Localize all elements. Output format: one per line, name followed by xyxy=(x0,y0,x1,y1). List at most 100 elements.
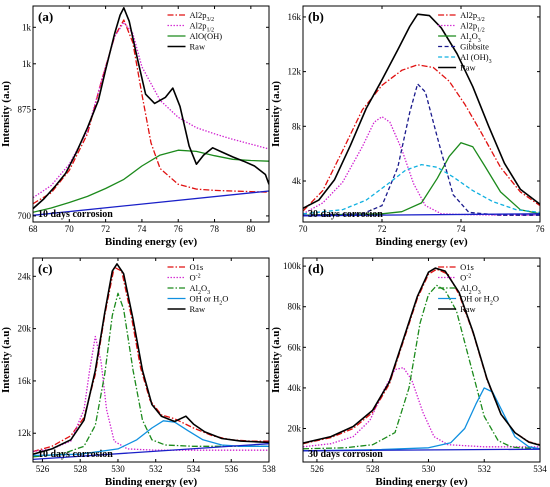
plot-frame xyxy=(302,5,541,223)
series-o-2-line xyxy=(303,366,540,448)
legend-entry: Al2O3 xyxy=(460,31,481,44)
y-axis-label: Intensity (a.u) xyxy=(0,327,12,393)
legend-entry: AlO(OH) xyxy=(190,31,223,41)
x-axis-label: Binding energy (ev) xyxy=(105,476,198,487)
series-oh-or-h2o-line xyxy=(33,420,269,457)
y-tick-label: 700 xyxy=(18,211,32,221)
x-tick-label: 526 xyxy=(310,464,324,474)
series-gibbsite-line xyxy=(303,83,540,216)
x-tick-label: 526 xyxy=(36,464,50,474)
series-group xyxy=(33,7,269,216)
series-al2p3-2-line xyxy=(303,64,540,212)
legend-entry: Al2O3 xyxy=(190,283,211,296)
x-tick-label: 78 xyxy=(210,224,220,234)
y-axis-label: Intensity (a.u) xyxy=(0,81,12,147)
panel-label: (a) xyxy=(38,9,53,24)
series-raw-line xyxy=(33,7,269,210)
y-tick-label: 40k xyxy=(288,383,302,393)
legend-entry: O1s xyxy=(460,262,474,272)
x-tick-label: 72 xyxy=(101,224,110,234)
panel-b: 70 72 74 76 4k 8k 12k 16k Binding energy (ev) Int… xyxy=(270,5,546,248)
legend-entry: OH or H2O xyxy=(190,294,229,307)
x-tick-label: 536 xyxy=(224,464,238,474)
legend-entry: OH or H2O xyxy=(460,294,499,307)
x-axis-label: Binding energy (ev) xyxy=(105,236,198,248)
panel-label: (b) xyxy=(308,9,324,24)
y-tick-label: 24k xyxy=(18,271,32,281)
legend-entry: O-2 xyxy=(190,273,201,283)
y-tick-label: 4k xyxy=(292,176,302,186)
x-tick-label: 76 xyxy=(536,224,546,234)
series-o-2-line xyxy=(33,335,269,453)
y-tick-label: 16k xyxy=(288,12,302,22)
series-group xyxy=(303,267,540,452)
legend-entry: Al2p3/2 xyxy=(190,10,215,23)
y-tick-label: 8k xyxy=(292,121,302,131)
panel-label: (c) xyxy=(38,261,52,276)
y-tick-label: 1k xyxy=(22,22,32,32)
legend-entry: O1s xyxy=(190,262,204,272)
x-tick-label: 68 xyxy=(29,224,39,234)
series-al2o3-line xyxy=(33,292,269,458)
legend-entry: Al2O3 xyxy=(460,283,481,296)
panel-label: (d) xyxy=(308,261,324,276)
legend-entry: Al (OH)3 xyxy=(460,52,492,65)
legend-entry: Raw xyxy=(460,63,476,73)
series-raw-line xyxy=(303,13,540,210)
series-al-oh-3-line xyxy=(303,163,540,215)
legend-entry: Raw xyxy=(190,42,206,52)
x-tick-label: 530 xyxy=(111,464,125,474)
plot-frame xyxy=(32,5,270,223)
legend-entry: O-2 xyxy=(460,273,471,283)
x-tick-label: 74 xyxy=(457,224,467,234)
series-oh-or-h2o-line xyxy=(303,387,540,452)
series-al2p1-2-line xyxy=(33,21,269,199)
series-al2p1-2-line xyxy=(303,116,540,216)
series-baseline-line xyxy=(33,443,269,461)
series-baseline-line xyxy=(303,213,540,217)
series-group xyxy=(303,13,540,217)
series-alo-oh--line xyxy=(33,149,269,213)
corrosion-annotation: 30 days corrosion xyxy=(308,449,383,460)
x-tick-label: 70 xyxy=(65,224,75,234)
x-tick-label: 70 xyxy=(299,224,309,234)
y-tick-label: 12k xyxy=(18,428,32,438)
corrosion-annotation: 30 days corrosion xyxy=(308,209,383,220)
plot-frame xyxy=(302,257,541,463)
legend-entry: Al2p1/2 xyxy=(460,21,485,34)
x-tick-label: 76 xyxy=(174,224,184,234)
series-raw-line xyxy=(33,263,269,455)
x-tick-label: 538 xyxy=(262,464,276,474)
legend-entry: Al2p1/2 xyxy=(190,21,215,34)
x-tick-label: 528 xyxy=(366,464,380,474)
series-o1s-line xyxy=(33,266,269,453)
x-tick-label: 72 xyxy=(378,224,387,234)
legend-entry: Al2p3/2 xyxy=(460,10,485,23)
series-group xyxy=(33,263,269,461)
corrosion-annotation: 10 days corrosion xyxy=(38,449,113,460)
x-tick-label: 74 xyxy=(137,224,147,234)
x-tick-label: 532 xyxy=(477,464,491,474)
y-tick-label: 875 xyxy=(18,104,32,114)
y-tick-label: 20k xyxy=(18,324,32,334)
y-tick-label: 100k xyxy=(283,261,302,271)
panel-a: 68 70 72 74 76 78 80 700 875 1k 1k Binding energy (… xyxy=(0,5,270,248)
x-tick-label: 534 xyxy=(533,464,547,474)
y-tick-label: 1k xyxy=(22,59,32,69)
series-baseline-line xyxy=(303,448,540,452)
series-raw-line xyxy=(303,267,540,446)
y-axis-label: Intensity (a.u) xyxy=(270,327,282,393)
series-al2p3-2-line xyxy=(33,19,269,205)
legend-entry: Raw xyxy=(460,304,476,314)
x-tick-label: 80 xyxy=(246,224,256,234)
y-tick-label: 20k xyxy=(288,424,302,434)
legend-entry: Gibbsite xyxy=(460,42,489,52)
y-tick-label: 16k xyxy=(18,376,32,386)
y-axis-label: Intensity (a.u) xyxy=(270,81,282,147)
x-tick-label: 534 xyxy=(187,464,201,474)
panel-d: 526 528 530 532 534 20k 40k 60k 80k 100k Binding e… xyxy=(270,257,547,487)
x-axis-label: Binding energy (ev) xyxy=(375,236,468,248)
